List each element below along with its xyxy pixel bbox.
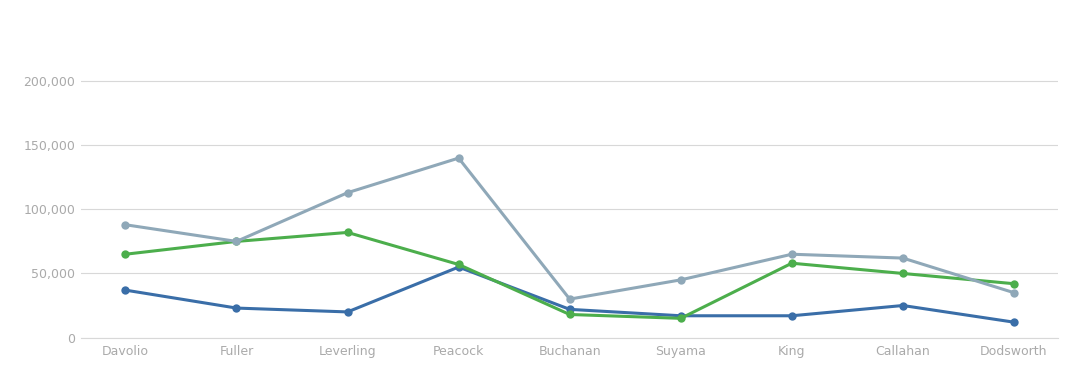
Text: Morris Line : Business 2011 12 13 by EMPLOYEE: Morris Line : Business 2011 12 13 by EMP… bbox=[13, 17, 423, 33]
